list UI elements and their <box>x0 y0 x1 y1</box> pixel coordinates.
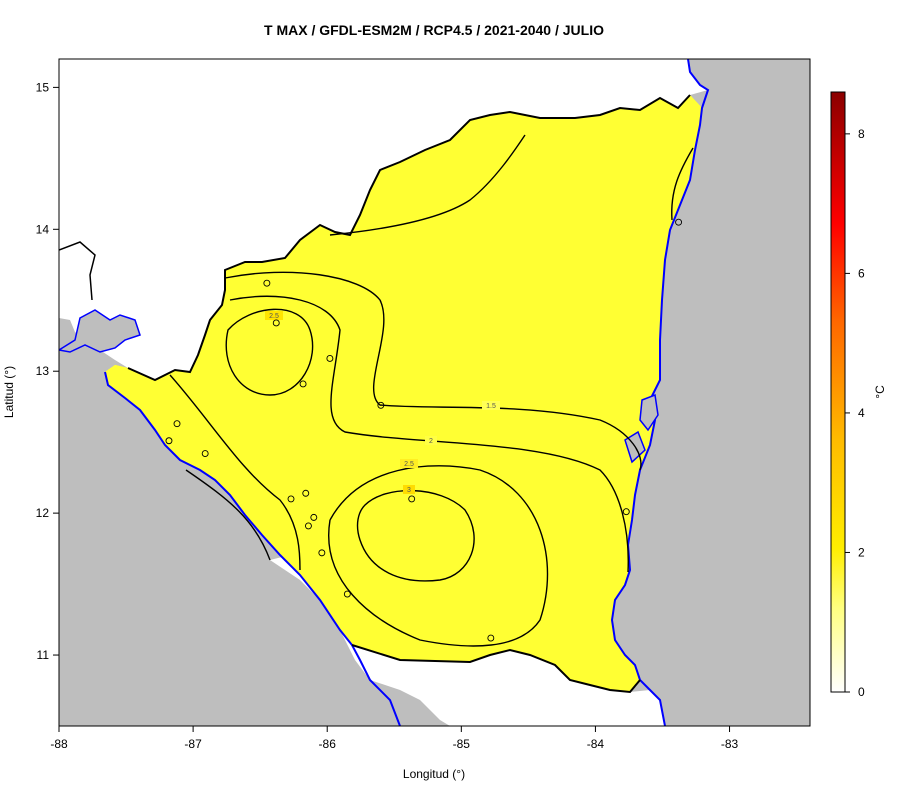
contour-line-1-5 <box>224 271 642 471</box>
station-marker <box>487 634 495 642</box>
border-costa-rica <box>351 644 641 694</box>
costa-rica-land <box>270 555 665 726</box>
border-honduras <box>127 94 691 382</box>
y-tick-label: 13 <box>36 364 50 378</box>
colorbar-tick-label: 6 <box>858 266 865 280</box>
station-marker <box>622 508 630 516</box>
station-marker <box>343 590 351 598</box>
plot-frame <box>58 58 811 727</box>
contour-line-2-5-south <box>328 465 549 647</box>
station-marker <box>326 354 334 362</box>
lagoon-pearl <box>639 393 659 432</box>
y-tick-label: 11 <box>37 648 50 662</box>
contour-label-1-5: 1.5 <box>486 403 496 410</box>
station-marker <box>272 319 280 327</box>
contour-line-2 <box>229 295 629 573</box>
y-axis-label: Latitud (°) <box>2 366 16 418</box>
honduras-land <box>59 59 708 380</box>
x-tick-label: -83 <box>721 737 739 751</box>
station-markers <box>165 218 683 642</box>
colorbar-tick-label: 8 <box>858 127 865 141</box>
x-tick-label: -84 <box>587 737 605 751</box>
y-tick-label: 15 <box>36 80 50 94</box>
contour-line-1-5-north <box>329 134 526 236</box>
x-tick-label: -87 <box>184 737 202 751</box>
station-marker <box>299 380 307 388</box>
contour-line-1-5-east <box>671 147 694 221</box>
contour-label-2-5-north: 2.5 <box>269 313 279 320</box>
x-tick-label: -86 <box>319 737 337 751</box>
station-marker <box>310 513 318 521</box>
colorbar <box>830 91 846 693</box>
border-honduras-west <box>59 241 96 301</box>
contour-label-2: 2 <box>429 438 433 445</box>
caribbean-sea <box>612 59 810 726</box>
station-marker <box>675 218 683 226</box>
station-marker <box>302 489 310 497</box>
colorbar-tick-label: 2 <box>858 545 865 559</box>
contour-line-2-5 <box>169 374 301 571</box>
station-marker <box>408 495 416 503</box>
contour-line-2-5-north <box>225 308 314 396</box>
station-marker <box>287 495 295 503</box>
pacific-coastline <box>104 371 401 726</box>
station-marker <box>377 401 385 409</box>
station-marker <box>318 549 326 557</box>
contour-line-3 <box>356 489 475 582</box>
station-marker <box>263 279 271 287</box>
station-marker <box>201 450 209 457</box>
contour-label-3: 3 <box>407 487 411 494</box>
station-marker <box>165 437 173 445</box>
x-tick-label: -85 <box>453 737 471 751</box>
gulf-of-fonseca <box>59 309 141 353</box>
colorbar-tick-label: 4 <box>858 406 865 420</box>
colorbar-tick-label: 0 <box>858 685 865 699</box>
station-marker <box>304 522 312 530</box>
contour-line-2-pacific <box>185 469 271 561</box>
map-title: T MAX / GFDL-ESM2M / RCP4.5 / 2021-2040 … <box>264 22 604 38</box>
x-tick-label: -88 <box>50 737 68 751</box>
y-tick-label: 12 <box>36 506 50 520</box>
x-axis-label: Longitud (°) <box>403 767 465 781</box>
y-tick-label: 14 <box>36 222 50 236</box>
station-marker <box>173 420 181 428</box>
caribbean-coastline <box>610 59 710 726</box>
colorbar-unit-label: °C <box>873 385 887 399</box>
contour-label-2-5-south: 2.5 <box>404 461 414 468</box>
